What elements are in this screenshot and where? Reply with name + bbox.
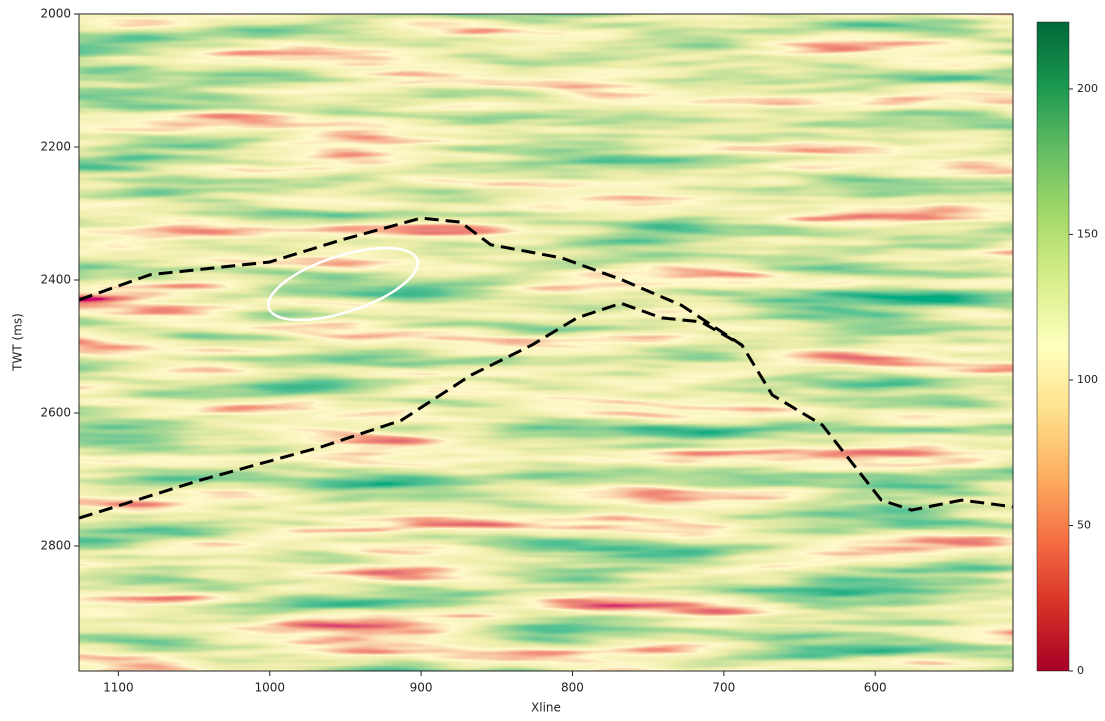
highlight-ellipse [267, 246, 419, 322]
colorbar-tick-label: 50 [1077, 518, 1091, 531]
y-tick-label: 2200 [40, 139, 71, 153]
y-tick-label: 2000 [40, 7, 71, 21]
colorbar-tick-label: 0 [1077, 664, 1084, 677]
colorbar [1036, 21, 1070, 672]
x-axis-label: Xline [531, 701, 561, 715]
y-tick-label: 2600 [40, 405, 71, 419]
x-tick-label: 700 [712, 681, 735, 695]
colorbar-tick-label: 200 [1077, 82, 1098, 95]
colorbar-tick-label: 100 [1077, 373, 1098, 386]
x-tick-label: 800 [561, 681, 584, 695]
x-tick-label: 600 [864, 681, 887, 695]
x-tick-label: 1100 [103, 681, 134, 695]
y-tick-label: 2400 [40, 272, 71, 286]
x-tick-label: 900 [410, 681, 433, 695]
horizon-line [79, 301, 743, 520]
horizon-line [79, 216, 1013, 512]
y-axis-label: TWT (ms) [11, 313, 25, 372]
x-tick-label: 1000 [254, 681, 285, 695]
colorbar-tick-label: 150 [1077, 227, 1098, 240]
y-tick-label: 2800 [40, 538, 71, 552]
seismic-image [79, 14, 1013, 671]
plot-frame [78, 13, 1014, 672]
